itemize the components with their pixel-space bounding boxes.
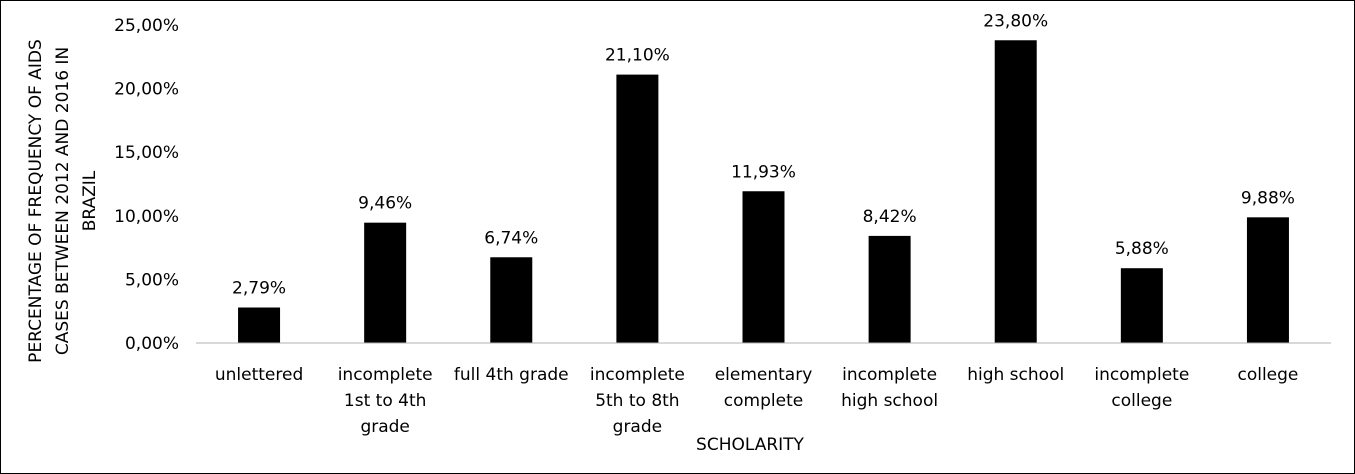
category-label: incomplete xyxy=(590,365,685,385)
y-axis-title-line: CASES BETWEEN 2012 AND 2016 IN xyxy=(53,47,73,355)
category-label: incomplete xyxy=(338,365,433,385)
bar xyxy=(238,307,281,343)
category-label: elementary xyxy=(715,365,813,385)
category-label: high school xyxy=(967,365,1064,385)
y-tick-label: 20,00% xyxy=(114,80,179,100)
category-label: incomplete xyxy=(1094,365,1189,385)
bars xyxy=(238,40,1289,343)
bar xyxy=(616,74,659,343)
category-label: high school xyxy=(841,391,938,411)
y-tick-label: 0,00% xyxy=(125,334,179,354)
category-label: 1st to 4th xyxy=(344,391,426,411)
data-label: 2,79% xyxy=(232,279,286,299)
data-label: 11,93% xyxy=(731,162,796,182)
data-label: 9,46% xyxy=(358,194,412,214)
data-label: 5,88% xyxy=(1115,239,1169,259)
bar xyxy=(868,235,911,343)
bar xyxy=(490,257,533,343)
category-label: unlettered xyxy=(215,365,303,385)
category-label: grade xyxy=(613,417,662,437)
category-label: college xyxy=(1237,365,1298,385)
x-axis-title: SCHOLARITY xyxy=(696,435,805,455)
data-label: 21,10% xyxy=(605,46,670,66)
category-label: 5th to 8th xyxy=(595,391,679,411)
bar xyxy=(1120,268,1163,343)
data-label: 8,42% xyxy=(863,207,917,227)
category-label: college xyxy=(1111,391,1172,411)
data-label: 23,80% xyxy=(983,11,1048,31)
y-tick-label: 25,00% xyxy=(114,16,179,36)
category-labels: unlettered incomplete 1st to 4th grade full … xyxy=(215,365,1299,437)
bar xyxy=(364,222,407,343)
category-label: grade xyxy=(360,417,409,437)
y-tick-label: 5,00% xyxy=(125,270,179,290)
y-tick-label: 15,00% xyxy=(114,143,179,163)
y-axis-title-line: BRAZIL xyxy=(80,170,100,231)
category-label: full 4th grade xyxy=(454,365,569,385)
bar xyxy=(1246,217,1289,343)
data-label: 9,88% xyxy=(1241,188,1295,208)
data-label: 6,74% xyxy=(484,228,538,248)
y-axis-title: PERCENTAGE OF FREQUENCY OF AIDS CASES BET… xyxy=(26,39,100,363)
bar xyxy=(742,191,785,343)
category-label: complete xyxy=(724,391,803,411)
y-axis-ticks: 0,00% 5,00% 10,00% 15,00% 20,00% 25,00% xyxy=(114,16,179,354)
bar xyxy=(994,40,1037,343)
category-label: incomplete xyxy=(842,365,937,385)
y-tick-label: 10,00% xyxy=(114,207,179,227)
data-labels: 2,79% 9,46% 6,74% 21,10% 11,93% 8,42% 23,80% 5,… xyxy=(232,11,1295,298)
y-axis-title-line: PERCENTAGE OF FREQUENCY OF AIDS xyxy=(26,39,46,363)
